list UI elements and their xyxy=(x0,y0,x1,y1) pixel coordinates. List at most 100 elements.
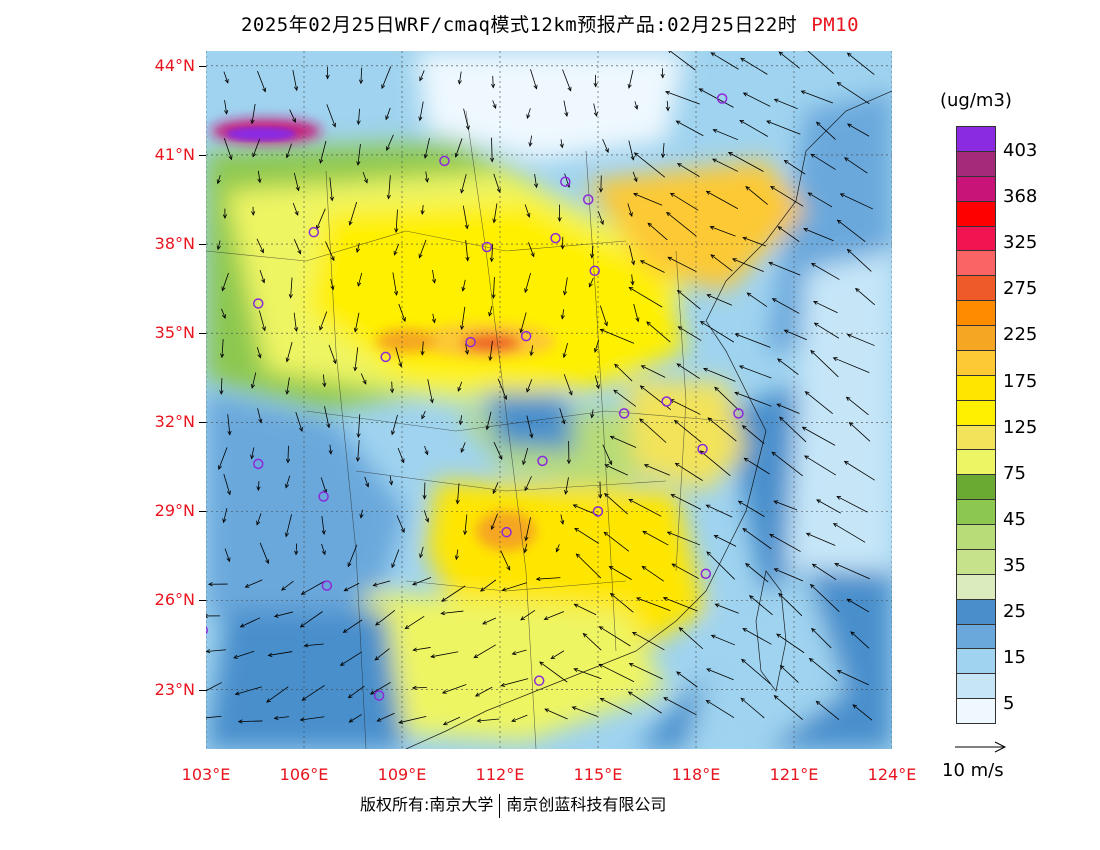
wind-vector xyxy=(285,475,291,489)
wind-vector xyxy=(342,619,363,633)
wind-vector xyxy=(250,372,257,389)
wind-vector xyxy=(742,528,772,550)
wind-vector xyxy=(749,595,773,616)
wind-vector xyxy=(369,681,391,695)
wind-vector xyxy=(836,219,866,242)
wind-vector xyxy=(630,274,635,286)
legend-swatch xyxy=(956,474,996,501)
wind-vector xyxy=(801,426,836,446)
lat-tick-mark xyxy=(199,65,206,67)
city-marker xyxy=(733,408,744,419)
wind-vector xyxy=(846,248,872,272)
wind-vector xyxy=(663,697,697,716)
wind-vector xyxy=(563,374,573,396)
wind-vector xyxy=(423,137,430,159)
wind-vector xyxy=(524,476,532,492)
wind-vector xyxy=(404,615,425,630)
wind-vector xyxy=(321,515,326,535)
wind-vector xyxy=(244,579,263,588)
wind-vector xyxy=(497,378,508,401)
wind-vector xyxy=(628,140,635,161)
wind-vector xyxy=(526,415,534,439)
wind-vector xyxy=(562,277,568,296)
wind-vector xyxy=(239,617,261,628)
wind-vector xyxy=(769,533,801,552)
wind-vector xyxy=(391,549,400,569)
lat-tick-mark xyxy=(199,422,206,424)
legend-level-label: 275 xyxy=(1003,278,1038,300)
lat-tick-mark xyxy=(199,511,206,513)
wind-vector xyxy=(633,303,640,323)
legend-swatch xyxy=(956,300,996,326)
wind-vector xyxy=(457,381,463,392)
wind-vector xyxy=(544,708,568,720)
wind-vector xyxy=(224,100,229,115)
wind-vector xyxy=(460,174,467,194)
wind-vector xyxy=(815,121,836,140)
wind-vector xyxy=(836,669,870,686)
wind-vector xyxy=(424,445,429,456)
wind-vector xyxy=(490,513,498,531)
legend-swatch xyxy=(956,623,996,650)
wind-vector xyxy=(712,158,739,172)
city-marker xyxy=(206,626,208,635)
wind-vector xyxy=(389,381,395,394)
wind-vector xyxy=(528,135,533,148)
wind-vector xyxy=(627,691,662,714)
wind-vector xyxy=(676,671,698,688)
wind-vector xyxy=(571,706,598,717)
wind-vector xyxy=(593,339,600,353)
lat-tick-label: 26°N xyxy=(154,590,195,610)
lat-tick-mark xyxy=(199,244,206,246)
city-marker xyxy=(618,408,630,419)
wind-vector xyxy=(779,664,799,683)
wind-vector xyxy=(256,347,262,359)
wind-vector xyxy=(293,172,300,192)
wind-vector xyxy=(609,592,634,613)
lon-tick-label: 115°E xyxy=(573,765,623,784)
wind-vector xyxy=(710,52,739,70)
wind-vector xyxy=(562,69,572,92)
wind-vector xyxy=(441,585,466,602)
wind-vector xyxy=(223,473,231,496)
wind-vector xyxy=(206,649,227,654)
wind-vector xyxy=(412,576,432,586)
wind-vector xyxy=(832,357,870,374)
map-title: 2025年02月25日WRF/cmaq模式12km预报产品:02月25日22时 P… xyxy=(0,10,1100,37)
wind-vector xyxy=(430,651,459,659)
wind-vector xyxy=(257,408,263,424)
wind-vector xyxy=(490,137,495,163)
wind-vector xyxy=(628,499,662,517)
wind-vector xyxy=(832,523,866,543)
wind-vector xyxy=(803,227,834,242)
lat-tick-label: 44°N xyxy=(154,55,195,75)
wind-vector xyxy=(488,306,493,317)
wind-vector xyxy=(745,186,768,205)
wind-vector xyxy=(329,177,334,202)
wind-vector xyxy=(355,242,360,253)
wind-vector xyxy=(252,138,260,158)
city-marker xyxy=(589,265,600,277)
wind-vector xyxy=(398,715,427,724)
wind-vector xyxy=(326,104,336,128)
legend-level-label: 403 xyxy=(1003,140,1038,161)
wind-vector xyxy=(474,686,493,697)
wind-vector xyxy=(442,716,461,726)
wind-vector xyxy=(412,647,431,652)
wind-vector xyxy=(678,627,704,650)
wind-vector xyxy=(500,678,529,687)
wind-vector xyxy=(295,411,303,432)
wind-vector xyxy=(250,447,255,460)
wind-vector xyxy=(273,715,290,721)
wind-vector xyxy=(523,543,528,554)
wind-vector xyxy=(372,580,391,587)
wind-vector xyxy=(221,308,226,319)
wind-vector xyxy=(219,378,224,395)
pm10-concentration-map xyxy=(206,51,892,749)
city-marker xyxy=(537,455,548,467)
legend-swatch xyxy=(956,698,996,724)
wind-vector xyxy=(393,243,400,256)
wind-vector xyxy=(374,648,390,661)
wind-vector xyxy=(218,447,228,471)
wind-vector xyxy=(259,542,270,565)
